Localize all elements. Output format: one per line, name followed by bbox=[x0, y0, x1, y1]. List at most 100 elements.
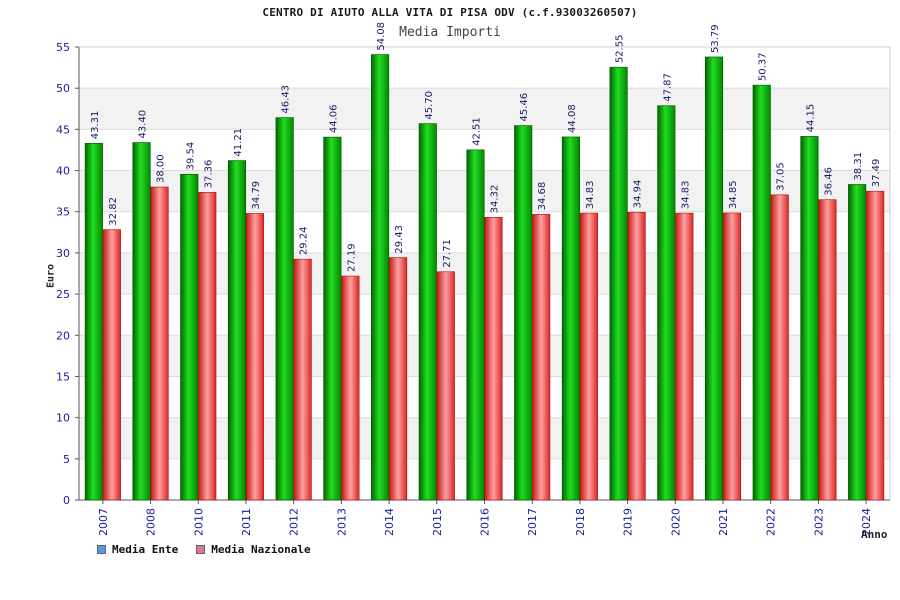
chart-title: CENTRO DI AIUTO ALLA VITA DI PISA ODV (c… bbox=[262, 6, 638, 19]
grid-band bbox=[79, 47, 890, 89]
bar-media-nazionale-2019 bbox=[627, 211, 646, 501]
data-label-media-nazionale-2012: 29.24 bbox=[299, 227, 310, 256]
data-label-media-nazionale-2014: 29.43 bbox=[394, 225, 405, 254]
bar-media-nazionale-2024 bbox=[866, 190, 885, 501]
bar-media-ente-2018 bbox=[561, 136, 580, 501]
bar-media-nazionale-2017 bbox=[532, 214, 551, 501]
x-axis-label: Anno bbox=[861, 528, 888, 541]
data-label-media-ente-2018: 44.08 bbox=[567, 104, 578, 133]
data-label-media-nazionale-2011: 34.79 bbox=[251, 181, 262, 210]
data-label-media-nazionale-2021: 34.85 bbox=[728, 180, 739, 209]
bar-media-ente-2023 bbox=[800, 136, 819, 501]
data-label-media-ente-2024: 38.31 bbox=[853, 152, 864, 181]
bar-media-nazionale-2016 bbox=[484, 217, 503, 501]
data-label-media-nazionale-2008: 38.00 bbox=[156, 154, 167, 183]
data-label-media-ente-2012: 46.43 bbox=[281, 85, 292, 114]
bar-media-nazionale-2023 bbox=[818, 199, 837, 501]
data-label-media-nazionale-2015: 27.71 bbox=[442, 239, 453, 268]
x-tick-label: 2011 bbox=[240, 508, 253, 536]
x-tick-label: 2017 bbox=[526, 508, 539, 536]
data-label-media-ente-2011: 41.21 bbox=[233, 128, 244, 157]
tick-labels: 0 5 10 15 20 25 30 35 40 45 50 55 2007 2008 2010 2011 20… bbox=[56, 41, 873, 536]
x-tick-label: 2010 bbox=[192, 508, 205, 536]
data-label-media-nazionale-2016: 34.32 bbox=[490, 185, 501, 214]
bar-media-ente-2022 bbox=[752, 84, 771, 501]
x-tick-label: 2024 bbox=[860, 508, 873, 536]
data-labels: 43.31 32.82 43.40 38.00 39.54 37.36 41.21 34.79… bbox=[90, 22, 882, 272]
x-tick-label: 2008 bbox=[145, 508, 158, 536]
y-tick-label: 0 bbox=[63, 494, 70, 507]
legend-label-media-ente: Media Ente bbox=[112, 543, 179, 556]
data-label-media-ente-2019: 52.55 bbox=[615, 35, 626, 64]
legend: Media Ente Media Nazionale bbox=[97, 543, 311, 556]
bar-media-nazionale-2021 bbox=[722, 212, 742, 501]
data-label-media-nazionale-2007: 32.82 bbox=[108, 197, 119, 226]
bar-media-ente-2013 bbox=[323, 136, 342, 501]
data-label-media-ente-2021: 53.79 bbox=[710, 24, 721, 53]
x-tick-label: 2021 bbox=[717, 508, 730, 536]
bar-media-ente-2024 bbox=[848, 184, 867, 501]
data-label-media-ente-2022: 50.37 bbox=[758, 52, 769, 81]
bar-media-nazionale-2014 bbox=[389, 257, 408, 501]
bar-media-ente-2021 bbox=[704, 56, 724, 501]
x-tick-label: 2015 bbox=[431, 508, 444, 536]
y-tick-label: 5 bbox=[63, 453, 70, 466]
y-tick-label: 10 bbox=[56, 412, 70, 425]
x-tick-label: 2023 bbox=[812, 508, 825, 536]
x-tick-label: 2022 bbox=[765, 508, 778, 536]
bar-media-ente-2012 bbox=[275, 117, 294, 501]
bar-media-ente-2007 bbox=[84, 142, 103, 501]
bar-media-ente-2011 bbox=[227, 160, 247, 501]
x-tick-label: 2012 bbox=[288, 508, 301, 536]
x-tick-label: 2013 bbox=[335, 508, 348, 536]
y-tick-label: 40 bbox=[56, 165, 70, 178]
x-tick-label: 2007 bbox=[97, 508, 110, 536]
bar-media-ente-2008 bbox=[132, 142, 151, 501]
y-tick-label: 35 bbox=[56, 206, 70, 219]
chart-subtitle: Media Importi bbox=[399, 25, 501, 40]
legend-swatch-media-nazionale bbox=[196, 545, 206, 554]
bar-media-nazionale-2018 bbox=[579, 212, 598, 501]
bar-media-nazionale-2022 bbox=[770, 194, 789, 501]
bar-media-ente-2015 bbox=[418, 123, 437, 501]
legend-label-media-nazionale: Media Nazionale bbox=[211, 543, 311, 556]
y-tick-label: 20 bbox=[56, 329, 70, 342]
data-label-media-nazionale-2022: 37.05 bbox=[776, 162, 787, 191]
legend-swatch-media-ente bbox=[97, 545, 106, 554]
bar-media-nazionale-2011 bbox=[245, 213, 265, 501]
bar-media-nazionale-2020 bbox=[675, 212, 694, 501]
x-tick-label: 2020 bbox=[669, 508, 682, 536]
y-tick-label: 15 bbox=[56, 370, 70, 383]
bar-media-ente-2014 bbox=[371, 54, 390, 501]
y-tick-label: 50 bbox=[56, 82, 70, 95]
y-tick-label: 45 bbox=[56, 123, 70, 136]
data-label-media-ente-2014: 54.08 bbox=[376, 22, 387, 51]
data-label-media-ente-2007: 43.31 bbox=[90, 111, 101, 140]
bar-media-nazionale-2010 bbox=[198, 191, 217, 501]
bar-media-ente-2016 bbox=[466, 149, 485, 501]
x-tick-label: 2018 bbox=[574, 508, 587, 536]
data-label-media-ente-2013: 44.06 bbox=[328, 104, 339, 133]
data-label-media-ente-2008: 43.40 bbox=[138, 110, 149, 139]
x-tick-label: 2014 bbox=[383, 508, 396, 536]
x-tick-label: 2016 bbox=[479, 508, 492, 536]
data-label-media-ente-2020: 47.87 bbox=[662, 73, 673, 102]
bar-media-ente-2017 bbox=[514, 125, 533, 501]
data-label-media-nazionale-2018: 34.83 bbox=[585, 180, 596, 209]
x-tick-label: 2019 bbox=[622, 508, 635, 536]
data-label-media-ente-2023: 44.15 bbox=[805, 104, 816, 133]
data-label-media-ente-2015: 45.70 bbox=[424, 91, 435, 120]
bar-media-ente-2019 bbox=[609, 66, 628, 501]
data-label-media-nazionale-2017: 34.68 bbox=[537, 182, 548, 211]
bar-media-nazionale-2015 bbox=[436, 271, 455, 501]
data-label-media-nazionale-2020: 34.83 bbox=[680, 180, 691, 209]
data-label-media-ente-2017: 45.46 bbox=[519, 93, 530, 122]
data-label-media-nazionale-2024: 37.49 bbox=[871, 159, 882, 188]
bar-media-nazionale-2007 bbox=[102, 229, 121, 501]
bars bbox=[84, 54, 885, 501]
bar-media-ente-2010 bbox=[180, 174, 199, 501]
y-tick-label: 55 bbox=[56, 41, 70, 54]
data-label-media-nazionale-2023: 36.46 bbox=[823, 167, 834, 196]
bar-media-nazionale-2012 bbox=[293, 258, 312, 501]
